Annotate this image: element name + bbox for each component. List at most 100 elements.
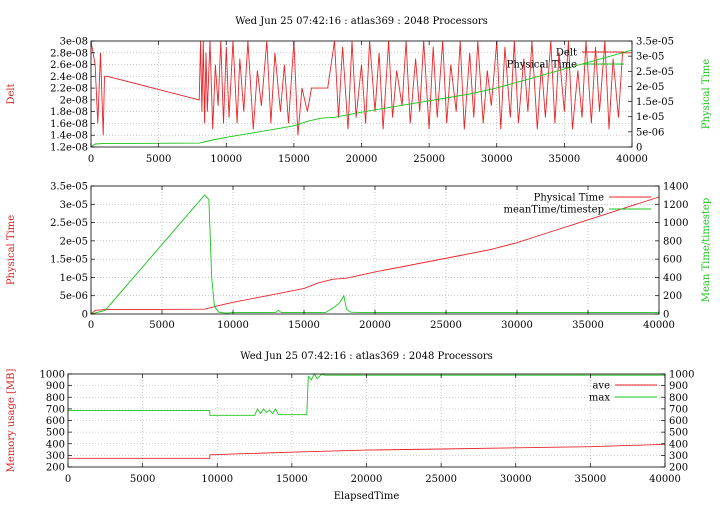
x-tick-label: 30000 [500,474,532,485]
y-tick-label: 900 [46,381,65,392]
y-tick-label: 2e-08 [60,95,88,106]
y-tick-label: 3e-08 [60,37,88,48]
y2-tick-label: 1.5e-05 [636,97,674,108]
y2-tick-label: 1e-05 [636,112,664,123]
x-tick-label: 25000 [425,474,457,485]
x-tick-label: 40000 [643,320,675,331]
y-tick-label: 800 [46,393,65,404]
x-tick-label: 35000 [548,154,580,165]
y2-tick-label: 200 [669,463,688,474]
y2-tick-label: 600 [669,416,688,427]
x-tick-label: 15000 [278,154,310,165]
y-tick-label: 1.8e-08 [50,107,88,118]
y2-tick-label: 1400 [663,182,688,193]
x-tick-label: 40000 [649,474,681,485]
y-tick-label: 400 [46,439,65,450]
y-tick-label: 200 [46,463,65,474]
y2-tick-label: 1200 [663,200,688,211]
chart-1: 0 5000 10000 15000 20000 25000 30000 35000 40000… [6,16,712,165]
y2-tick-label: 900 [669,381,688,392]
y2-tick-label: 2.5e-05 [636,67,674,78]
x-tick-label: 20000 [351,474,383,485]
x-tick-label: 35000 [574,474,606,485]
y-tick-label: 500 [46,428,65,439]
y2-tick-label: 200 [663,291,682,302]
chart-title: Wed Jun 25 07:42:16 : atlas369 : 2048 Pr… [240,351,493,362]
x-tick-label: 5000 [146,154,171,165]
y-tick-label: 2.4e-08 [50,72,88,83]
y-tick-label: 700 [46,404,65,415]
y2-tick-label: 5e-06 [636,127,664,138]
y-tick-label: 2.6e-08 [50,60,88,71]
legend-label: ave [592,381,610,392]
x-tick-label: 35000 [572,320,604,331]
y-tick-label: 300 [46,451,65,462]
y-tick-label: 3e-05 [60,200,88,211]
y-tick-label: 2.5e-05 [50,218,88,229]
legend-label: Physical Time [507,60,577,71]
y2-tick-label: 1000 [663,218,688,229]
y-tick-label: 1000 [40,370,65,381]
y2-tick-label: 3.5e-05 [636,37,674,48]
y2-axis-label: Mean Time/timestep [701,198,712,302]
y-tick-label: 1.2e-08 [50,143,88,154]
x-tick-label: 10000 [201,474,233,485]
x-tick-label: 20000 [346,154,378,165]
y2-tick-label: 500 [669,428,688,439]
y-tick-label: 1e-05 [60,273,88,284]
x-tick-label: 40000 [616,154,648,165]
x-tick-label: 0 [88,154,94,165]
x-tick-label: 5000 [149,320,174,331]
x-tick-label: 5000 [130,474,155,485]
y2-axis-label: Physical Time [701,59,712,129]
y2-tick-label: 2e-05 [636,82,664,93]
y-tick-label: 2e-05 [60,236,88,247]
series-line-1-2 [90,49,633,148]
y-tick-label: 1.4e-08 [50,131,88,142]
y-tick-label: 0 [82,310,88,321]
legend-label: Physical Time [534,193,604,204]
x-tick-label: 30000 [481,154,513,165]
chart-2: 0 5000 10000 15000 20000 25000 30000 35000 40000… [6,182,712,332]
x-axis-label: ElapsedTime [334,491,400,502]
x-tick-label: 15000 [288,320,320,331]
y2-tick-label: 300 [669,451,688,462]
y2-tick-label: 800 [669,393,688,404]
y2-tick-label: 400 [669,439,688,450]
x-tick-label: 10000 [217,320,249,331]
y-axis-label: Physical Time [6,215,17,285]
y-axis-label: Delt [6,83,17,104]
y2-tick-label: 3e-05 [636,52,664,63]
x-tick-label: 10000 [210,154,242,165]
y-tick-label: 3.5e-05 [50,182,88,193]
x-tick-label: 30000 [501,320,533,331]
series-line-3-1 [68,443,666,459]
y-tick-label: 2.2e-08 [50,84,88,95]
y-tick-label: 5e-06 [60,291,88,302]
legend-label: Delt [556,48,577,59]
y-tick-label: 1.6e-08 [50,119,88,130]
series-line-2-1 [90,196,660,315]
y-tick-label: 1.5e-05 [50,255,88,266]
chart-3: 0 5000 10000 15000 20000 25000 30000 35000 40000… [6,351,694,502]
y-tick-label: 600 [46,416,65,427]
chart-title: Wed Jun 25 07:42:16 : atlas369 : 2048 Pr… [235,16,488,27]
x-tick-label: 20000 [359,320,391,331]
legend-label: meanTime/timestep [503,205,604,216]
x-tick-label: 25000 [413,154,445,165]
y2-tick-label: 600 [663,255,682,266]
x-tick-label: 0 [88,320,94,331]
y2-tick-label: 0 [663,310,669,321]
y-tick-label: 2.8e-08 [50,48,88,59]
y2-tick-label: 800 [663,236,682,247]
y-axis-label: Memory usage [MB] [6,369,17,473]
y2-tick-label: 400 [663,273,682,284]
legend-label: max [589,393,610,404]
y2-tick-label: 0 [636,143,642,154]
x-tick-label: 15000 [276,474,308,485]
series-line-1-1 [90,40,632,136]
y2-tick-label: 700 [669,404,688,415]
series-line-3-2 [68,373,665,416]
